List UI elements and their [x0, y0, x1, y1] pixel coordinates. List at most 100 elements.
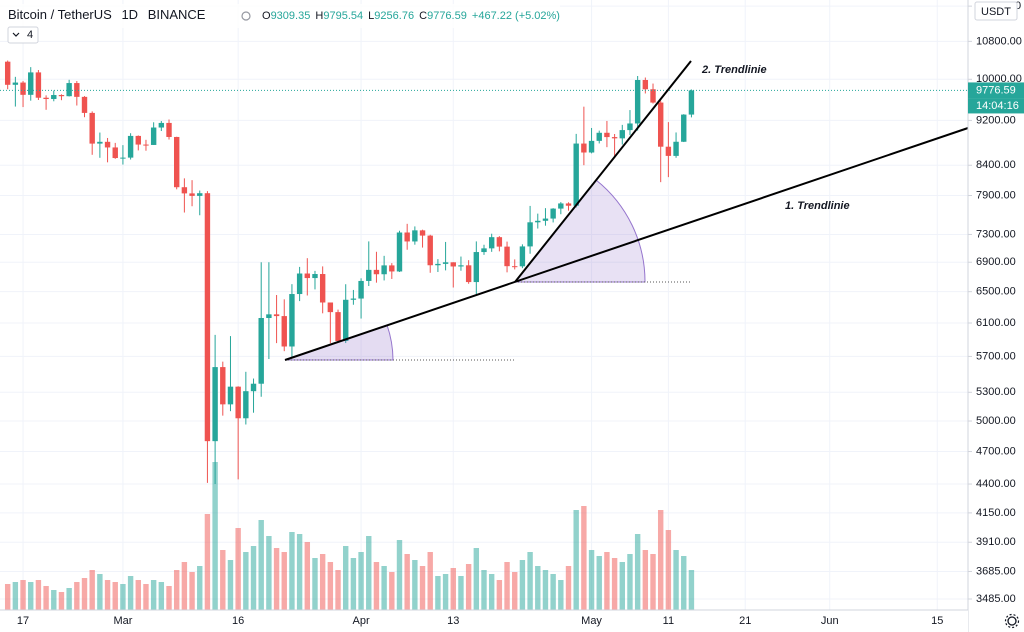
candle-body	[419, 230, 426, 236]
volume-bar	[312, 558, 318, 610]
candle-body	[312, 274, 318, 279]
volume-bar	[488, 574, 495, 610]
countdown: 14:04:16	[976, 100, 1019, 112]
o-value: 9309.35	[271, 10, 311, 22]
volume-bar	[12, 582, 19, 610]
candle-body	[197, 193, 203, 196]
last-price-box	[968, 82, 1024, 99]
volume-bar	[419, 566, 426, 610]
candle-body	[350, 298, 357, 300]
candle-body	[611, 137, 618, 139]
candle-body	[327, 302, 334, 313]
candle-body	[304, 273, 311, 279]
candle-body	[204, 193, 211, 442]
currency: USDT	[981, 6, 1011, 18]
x-tick-label: May	[581, 615, 602, 627]
volume-bar	[588, 550, 595, 610]
volume-bar	[358, 552, 364, 610]
volume-layer	[4, 462, 695, 610]
x-tick-label: 17	[17, 615, 29, 627]
volume-bar	[227, 560, 234, 610]
candle-body	[435, 263, 441, 266]
x-tick-label: Mar	[113, 615, 132, 627]
change: +467.22 (+5.02%)	[472, 10, 560, 22]
candle-body	[28, 72, 34, 95]
candle-body	[173, 136, 180, 188]
volume-bar	[519, 560, 526, 610]
candle-body	[442, 262, 449, 264]
h-label: H	[315, 10, 323, 22]
volume-bar	[458, 576, 464, 610]
trendline-1	[284, 127, 969, 361]
candle-body	[619, 130, 625, 139]
candle-body	[627, 123, 633, 131]
volume-bar	[611, 558, 618, 610]
x-tick-label: 16	[232, 615, 244, 627]
volume-bar	[634, 534, 641, 610]
c-value: 9776.59	[427, 10, 467, 22]
candle-body	[335, 312, 341, 342]
y-tick-label: 3685.00	[976, 565, 1016, 577]
y-tick-label: 6900.00	[976, 256, 1016, 268]
volume-bar	[473, 548, 480, 610]
indicators-toggle[interactable]	[7, 26, 39, 44]
candle-body	[488, 237, 495, 249]
candle-body	[642, 79, 649, 90]
candle-body	[558, 203, 564, 209]
candle-body	[366, 269, 372, 281]
volume-bar	[481, 570, 487, 610]
volume-bar	[527, 552, 533, 610]
volume-bar	[166, 586, 172, 610]
volume-bar	[289, 532, 295, 610]
candle-body	[135, 135, 141, 145]
volume-bar	[642, 550, 649, 610]
x-tick-label: Jun	[821, 615, 839, 627]
candle-body	[527, 222, 533, 247]
candle-body	[389, 265, 395, 272]
volume-bar	[596, 556, 602, 610]
volume-bar	[4, 584, 11, 610]
trendline-2	[514, 60, 692, 283]
candle-body	[81, 96, 88, 113]
y-tick-label: 3485.00	[976, 593, 1016, 605]
candle-body	[89, 112, 95, 144]
candle-body	[12, 82, 19, 85]
candle-body	[565, 203, 572, 206]
candle-body	[143, 144, 149, 146]
candle-body	[97, 141, 103, 144]
settings-icon[interactable]	[1004, 613, 1020, 629]
y-tick-label: 6500.00	[976, 286, 1016, 298]
volume-bar	[504, 562, 510, 610]
legend-symbol[interactable]: Bitcoin / TetherUS 1D BINANCE	[8, 7, 206, 22]
candle-body	[681, 114, 687, 142]
candle-body	[573, 143, 579, 206]
candle-body	[596, 132, 602, 141]
candle-body	[481, 248, 487, 253]
volume-bar	[150, 580, 157, 610]
candle-body	[281, 316, 287, 347]
last-price-label: 9776.59	[976, 84, 1016, 96]
candle-body	[657, 102, 664, 147]
candle-body	[112, 147, 118, 159]
x-tick-label: 21	[739, 615, 751, 627]
candle-body	[66, 83, 72, 97]
volume-bar	[58, 592, 65, 610]
fan-arc-2	[513, 179, 646, 283]
volume-bar	[74, 582, 80, 610]
volume-bar	[681, 556, 687, 610]
volume-bar	[281, 552, 287, 610]
volume-bar	[465, 564, 472, 610]
volume-bar	[665, 530, 672, 610]
candle-body	[604, 132, 610, 138]
volume-bar	[51, 590, 57, 610]
volume-bar	[327, 562, 334, 610]
volume-bar	[450, 568, 456, 610]
volume-bar	[581, 506, 587, 610]
currency-box[interactable]	[974, 1, 1018, 21]
candle-body	[227, 386, 234, 405]
volume-bar	[212, 462, 218, 610]
x-tick-label: 15	[931, 615, 943, 627]
y-tick-label: 9200.00	[976, 114, 1016, 126]
candle-body	[127, 135, 134, 158]
